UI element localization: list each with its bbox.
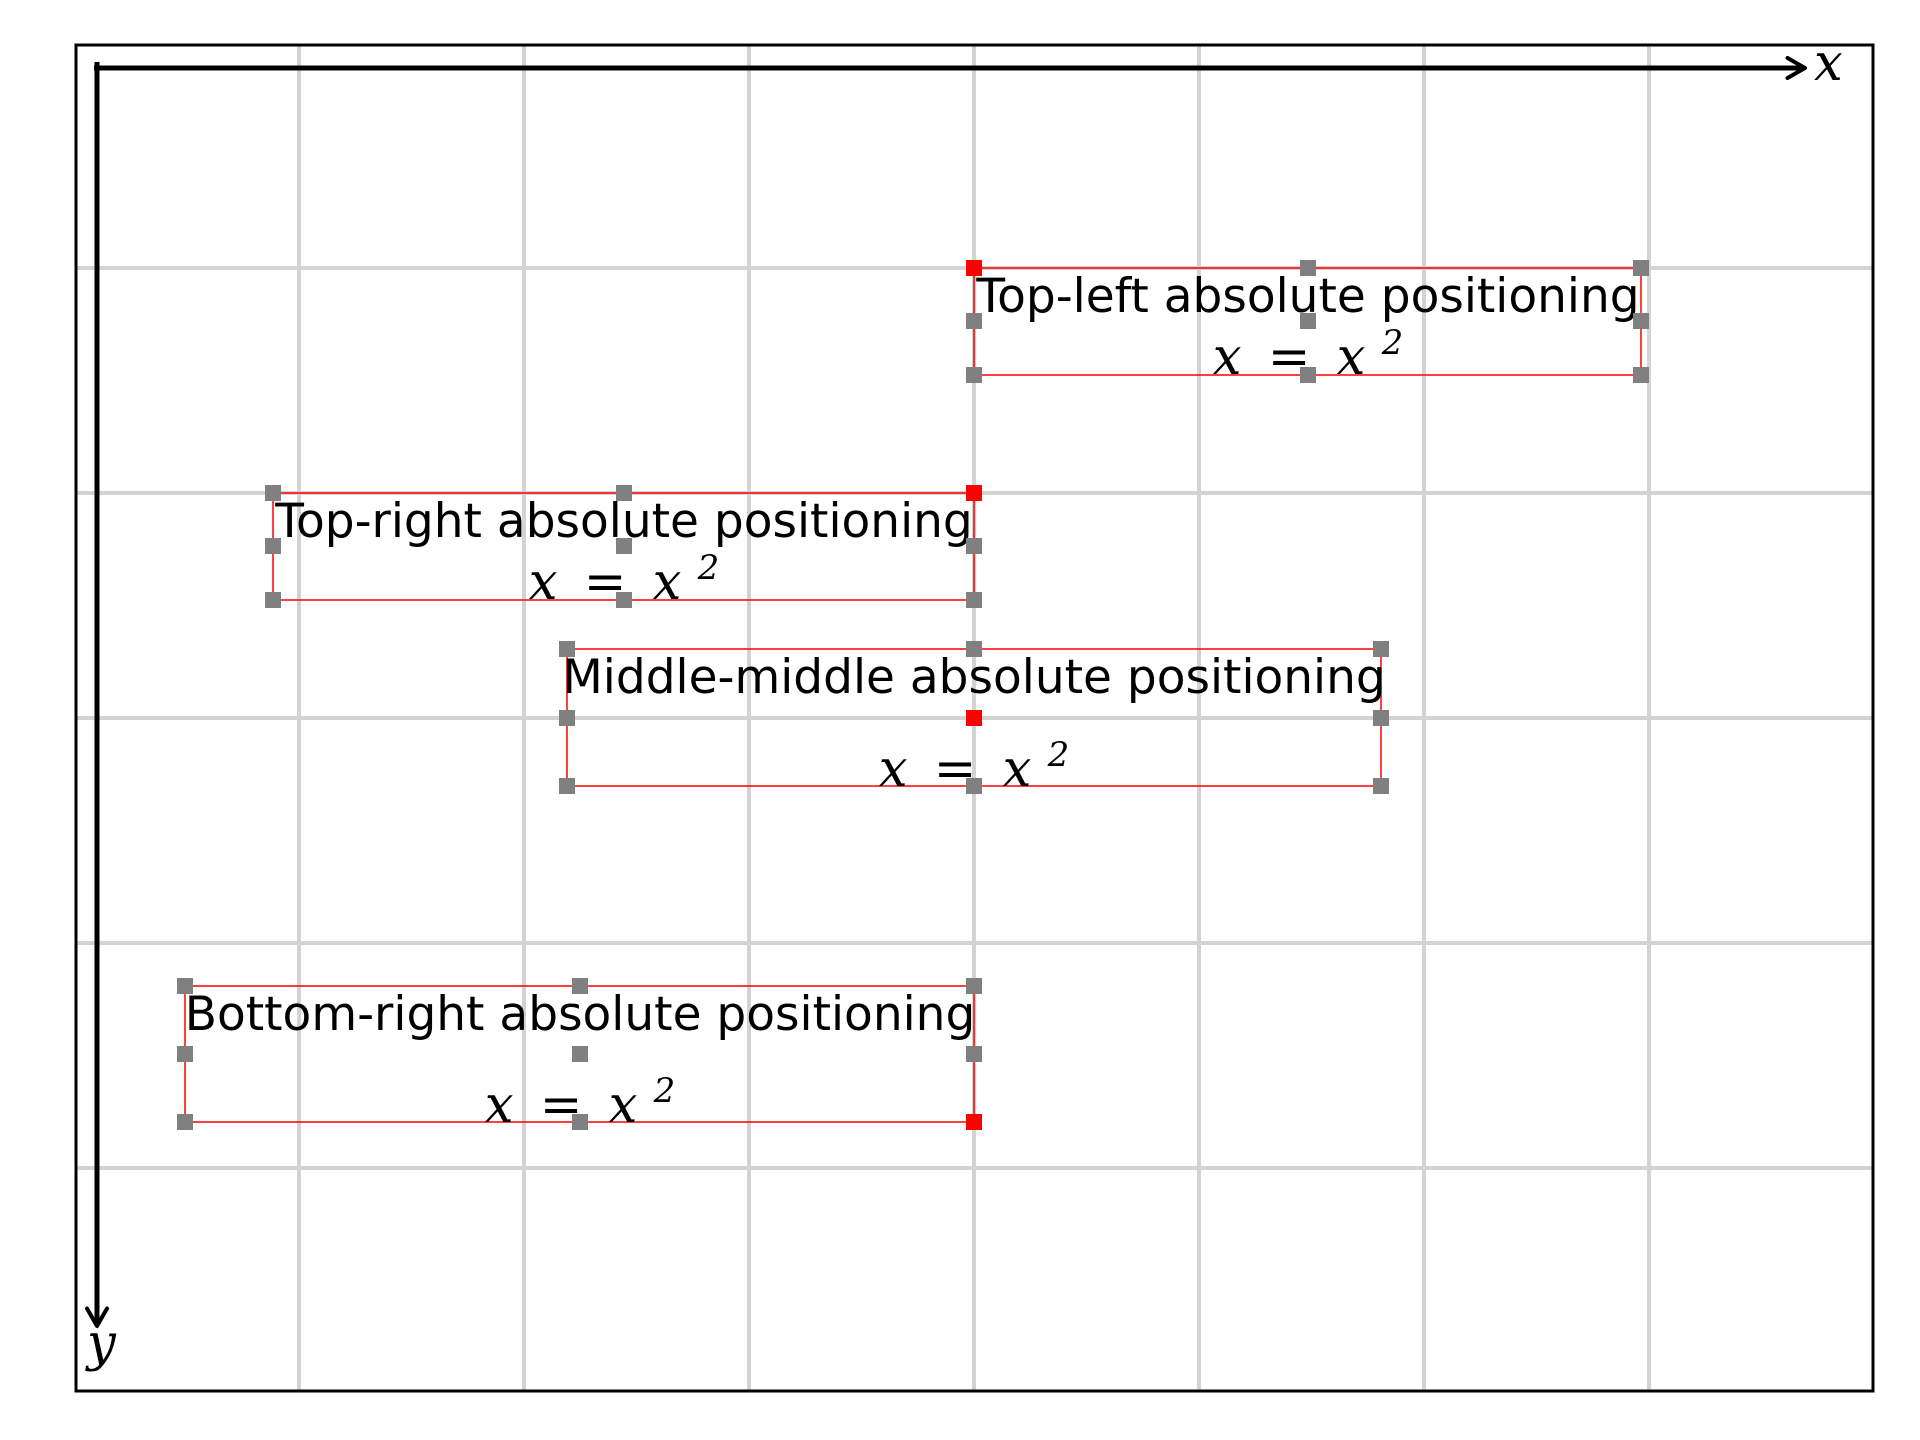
handle-bottom-left[interactable] [265, 592, 281, 608]
anchor-point[interactable] [966, 1114, 982, 1130]
handle-top-left[interactable] [177, 978, 193, 994]
handle-top-right[interactable] [1633, 260, 1649, 276]
box-top-left: Top-left absolute positioning x = x 2 [966, 260, 1649, 387]
box-handles [265, 485, 982, 608]
box-equation: x = x 2 [485, 1071, 676, 1135]
handle-bottom-right[interactable] [1633, 367, 1649, 383]
handle-bottom-left[interactable] [966, 367, 982, 383]
box-bottom-right: Bottom-right absolute positioning x = x … [177, 978, 982, 1135]
handle-middle-center[interactable] [1300, 313, 1316, 329]
handle-bottom-left[interactable] [177, 1114, 193, 1130]
handle-bottom-center[interactable] [966, 778, 982, 794]
box-handles [966, 260, 1649, 383]
anchor-point[interactable] [966, 485, 982, 501]
handle-bottom-center[interactable] [1300, 367, 1316, 383]
handle-top-center[interactable] [572, 978, 588, 994]
handle-top-left[interactable] [265, 485, 281, 501]
handle-bottom-center[interactable] [616, 592, 632, 608]
handle-bottom-right[interactable] [966, 592, 982, 608]
axes: x y [85, 34, 1843, 1373]
handle-middle-right[interactable] [1633, 313, 1649, 329]
diagram-frame [74, 43, 1875, 1393]
box-top-right: Top-right absolute positioning x = x 2 [265, 485, 982, 612]
box-equation: x = x 2 [1213, 323, 1404, 387]
handle-middle-left[interactable] [177, 1046, 193, 1062]
x-axis-label: x [1814, 34, 1843, 93]
handle-middle-right[interactable] [966, 538, 982, 554]
handle-top-left[interactable] [559, 641, 575, 657]
box-handles [177, 978, 982, 1130]
handle-middle-center[interactable] [616, 538, 632, 554]
handle-top-center[interactable] [1300, 260, 1316, 276]
y-axis-label: y [85, 1314, 117, 1373]
handle-top-center[interactable] [966, 641, 982, 657]
handle-bottom-left[interactable] [559, 778, 575, 794]
box-title: Middle-middle absolute positioning [562, 650, 1386, 705]
handle-bottom-center[interactable] [572, 1114, 588, 1130]
handle-middle-left[interactable] [559, 710, 575, 726]
handle-middle-center[interactable] [572, 1046, 588, 1062]
anchor-point[interactable] [966, 260, 982, 276]
handle-top-center[interactable] [616, 485, 632, 501]
handle-middle-right[interactable] [1373, 710, 1389, 726]
handle-middle-right[interactable] [966, 1046, 982, 1062]
handle-bottom-right[interactable] [1373, 778, 1389, 794]
handle-middle-left[interactable] [265, 538, 281, 554]
handle-middle-left[interactable] [966, 313, 982, 329]
handle-top-right[interactable] [966, 978, 982, 994]
box-title: Bottom-right absolute positioning [185, 987, 976, 1042]
handle-top-right[interactable] [1373, 641, 1389, 657]
box-handles [559, 641, 1389, 794]
box-middle-middle: Middle-middle absolute positioning x = x… [559, 641, 1389, 799]
anchor-point[interactable] [966, 710, 982, 726]
